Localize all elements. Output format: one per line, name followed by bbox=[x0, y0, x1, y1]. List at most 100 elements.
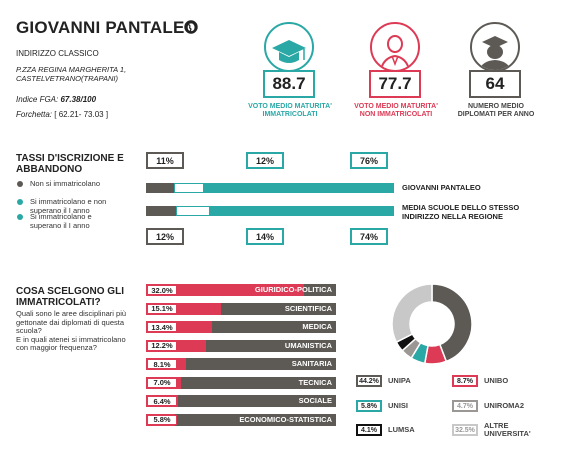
stat-value: 77.7 bbox=[369, 70, 421, 98]
row1-label: GIOVANNI PANTALEO bbox=[402, 183, 481, 192]
area-bar-label: MEDICA bbox=[302, 322, 332, 331]
university-name: UNIROMA2 bbox=[484, 402, 524, 410]
area-bar-label: SOCIALE bbox=[298, 396, 332, 405]
fga-row: Indice FGA: 67.38/100 bbox=[16, 95, 96, 104]
enrollment-bar-segment bbox=[173, 183, 204, 193]
university-name-line1: UNISI bbox=[388, 401, 409, 410]
range-label: Forchetta: bbox=[16, 110, 53, 119]
donut-slice bbox=[431, 283, 473, 363]
legend-line2: superano il I anno bbox=[30, 205, 90, 215]
legend-dot bbox=[17, 181, 23, 187]
enrollment-bar-segment bbox=[203, 183, 394, 193]
area-bar-row: 8.1% SANITARIA bbox=[146, 358, 336, 370]
legend-dot bbox=[17, 214, 23, 220]
student-icon bbox=[372, 28, 418, 70]
university-name: LUMSA bbox=[388, 426, 415, 434]
university-name-line2: UNIVERSITA' bbox=[484, 429, 531, 438]
area-bar-value: 8.1% bbox=[147, 359, 177, 369]
question-line3: scuola? bbox=[16, 326, 42, 335]
page-title: GIOVANNI PANTALEO bbox=[16, 18, 198, 37]
university-name: ALTRE UNIVERSITA' bbox=[484, 422, 531, 438]
choices-title: COSA SCELGONO GLI IMMATRICOLATI? bbox=[16, 286, 124, 308]
area-bar-row: 32.0% GIURIDICO-POLITICA bbox=[146, 284, 336, 296]
area-bar-label: UMANISTICA bbox=[284, 340, 332, 350]
stat-caption: NUMERO MEDIO DIPLOMATI PER ANNO bbox=[440, 103, 552, 119]
area-bar-value: 6.4% bbox=[147, 396, 177, 406]
university-pct-box: 44.2% bbox=[356, 375, 382, 387]
stat-caption-line1: VOTO MEDIO MATURITA' bbox=[354, 103, 438, 110]
enrollment-bar-segment bbox=[175, 206, 211, 216]
school-type: INDIRIZZO CLASSICO bbox=[16, 49, 99, 58]
row2-label-line1: MEDIA SCUOLE DELLO STESSO bbox=[402, 203, 520, 212]
choices-question: Quali sono le aree disciplinari più gett… bbox=[16, 309, 127, 353]
range-row: Forchetta: [ 62.21- 73.03 ] bbox=[16, 110, 108, 119]
bottom-pct-box: 12% bbox=[146, 228, 184, 245]
stat-value: 88.7 bbox=[263, 70, 315, 98]
university-donut-chart bbox=[391, 283, 473, 365]
university-name-line1: ALTRE bbox=[484, 421, 509, 430]
university-name-line1: LUMSA bbox=[388, 425, 415, 434]
enrollment-bar-segment bbox=[146, 206, 176, 216]
stat-value: 64 bbox=[469, 70, 521, 98]
stat-circle bbox=[264, 22, 314, 72]
area-bar-value: 15.1% bbox=[147, 303, 177, 314]
stat-caption: VOTO MEDIO MATURITA' IMMATRICOLATI bbox=[234, 103, 346, 119]
stat-caption-line2: NON IMMATRICOLATI bbox=[359, 111, 433, 118]
university-pct-box: 5.8% bbox=[356, 400, 382, 412]
question-line1: Quali sono le aree disciplinari più bbox=[16, 309, 127, 318]
stat-circle bbox=[370, 22, 420, 72]
legend-line1: Si immatricolano e non bbox=[30, 197, 107, 206]
area-bar-row: 12.2% UMANISTICA bbox=[146, 339, 336, 352]
question-line4: E in quali atenei si immatricolano bbox=[16, 334, 126, 344]
stat-circle bbox=[470, 22, 520, 72]
fga-label: Indice FGA: bbox=[16, 95, 59, 104]
area-bar-value: 12.2% bbox=[147, 340, 177, 351]
enrollment-bar-segment bbox=[146, 183, 174, 193]
row2-label: MEDIA SCUOLE DELLO STESSO INDIRIZZO NELLA… bbox=[402, 203, 519, 221]
address-line2: CASTELVETRANO(TRAPANI) bbox=[16, 74, 118, 83]
range-value: [ 62.21- 73.03 ] bbox=[54, 110, 109, 119]
area-bar-fill bbox=[146, 284, 305, 296]
globe-icon[interactable] bbox=[184, 20, 198, 34]
university-name: UNIPA bbox=[388, 377, 411, 385]
choices-title-line1: COSA SCELGONO GLI bbox=[16, 286, 124, 297]
legend-label: Non si immatricolano bbox=[30, 179, 101, 189]
choices-title-line2: IMMATRICOLATI? bbox=[16, 297, 101, 308]
graduate-cap-icon bbox=[266, 28, 312, 70]
area-bar-value: 32.0% bbox=[147, 285, 177, 295]
area-bar-label: TECNICA bbox=[298, 377, 332, 387]
legend-line1: Non si immatricolano bbox=[30, 179, 101, 188]
top-pct-box: 12% bbox=[246, 152, 284, 169]
stat-caption-line1: NUMERO MEDIO bbox=[468, 103, 524, 110]
university-name: UNIBO bbox=[484, 377, 508, 385]
university-pct-box: 4.1% bbox=[356, 424, 382, 436]
graduate-group-icon bbox=[472, 28, 518, 70]
area-bar-label: ECONOMICO-STATISTICA bbox=[239, 414, 332, 424]
stat-caption-line2: DIPLOMATI PER ANNO bbox=[457, 111, 535, 118]
university-name-line1: UNIBO bbox=[484, 376, 509, 385]
enrollment-bar-segment bbox=[210, 206, 394, 216]
university-pct-box: 32.5% bbox=[452, 424, 478, 436]
university-name-line1: UNIROMA2 bbox=[484, 401, 525, 410]
row2-label-line2: INDIRIZZO NELLA REGIONE bbox=[402, 212, 503, 221]
address-line1: P.ZZA REGINA MARGHERITA 1, bbox=[16, 65, 127, 74]
stat-caption: VOTO MEDIO MATURITA' NON IMMATRICOLATI bbox=[340, 103, 452, 119]
area-bar-row: 5.8% ECONOMICO-STATISTICA bbox=[146, 413, 336, 426]
area-bar-value: 13.4% bbox=[147, 322, 177, 332]
area-bar-row: 6.4% SOCIALE bbox=[146, 395, 336, 407]
stat-caption-line2: IMMATRICOLATI bbox=[262, 111, 318, 118]
university-pct-box: 8.7% bbox=[452, 375, 478, 387]
legend-label: Si immatricolano e superano il I anno bbox=[30, 212, 92, 230]
legend-line1: Si immatricolano e bbox=[30, 212, 92, 221]
enrollment-title-line1: TASSI D'ISCRIZIONE E bbox=[16, 153, 124, 164]
area-bar-label: SCIENTIFICA bbox=[284, 303, 332, 313]
legend-dot bbox=[17, 199, 23, 205]
legend-line2: superano il I anno bbox=[30, 220, 90, 230]
area-bar-value: 5.8% bbox=[147, 414, 177, 425]
question-line5: con maggior frequenza? bbox=[16, 343, 97, 352]
bottom-pct-box: 14% bbox=[246, 228, 284, 245]
area-bar-row: 15.1% SCIENTIFICA bbox=[146, 302, 336, 315]
area-bar-row: 13.4% MEDICA bbox=[146, 321, 336, 333]
top-pct-box: 76% bbox=[350, 152, 388, 169]
bottom-pct-box: 74% bbox=[350, 228, 388, 245]
